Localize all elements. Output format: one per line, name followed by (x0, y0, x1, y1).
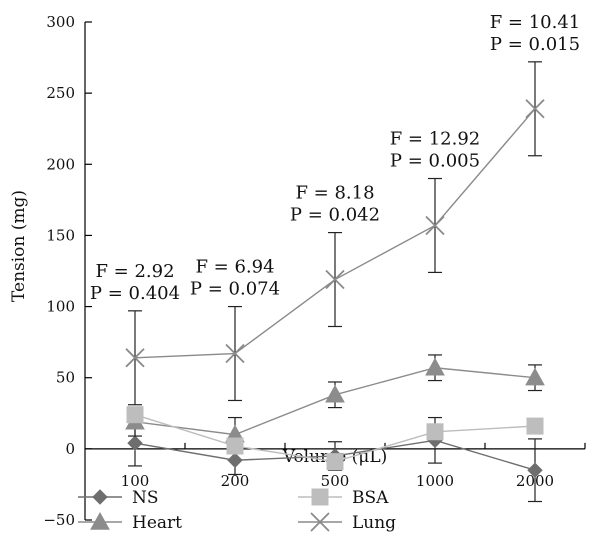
legend-item-ns: NS (78, 488, 159, 508)
y-tick-label: 50 (56, 369, 75, 387)
legend-label: Lung (352, 513, 396, 533)
data-point-diamond (527, 462, 543, 478)
y-tick-label: −50 (43, 511, 75, 529)
data-point-square (326, 453, 344, 471)
legend-item-lung: Lung (298, 512, 396, 533)
stat-annotation: F = 8.18P = 0.042 (290, 183, 380, 226)
x-tick-label: 100 (121, 472, 150, 490)
legend: NS Heart BSA Lung (78, 488, 396, 533)
data-point-x (325, 269, 345, 290)
legend-marker (311, 488, 329, 506)
data-point-diamond (227, 452, 243, 468)
p-value-label: P = 0.015 (490, 34, 580, 55)
x-tick-label: 1000 (416, 472, 454, 490)
y-tick-label: 100 (46, 298, 75, 316)
legend-item-heart: Heart (78, 511, 182, 533)
data-point-square (526, 417, 544, 435)
y-tick-label: 200 (46, 155, 75, 173)
y-tick-label: 300 (46, 13, 75, 31)
data-point-square (226, 437, 244, 455)
legend-marker (90, 511, 110, 530)
stat-annotation: F = 10.41P = 0.015 (490, 12, 581, 55)
series-bsa (126, 406, 544, 471)
legend-label: NS (132, 488, 159, 508)
stat-annotation: F = 12.92P = 0.005 (390, 129, 481, 172)
series-heart (125, 354, 545, 453)
x-tick-label: 200 (221, 472, 250, 490)
data-point-x (125, 348, 145, 368)
stat-annotation: F = 2.92P = 0.404 (90, 261, 180, 304)
f-statistic-label: F = 12.92 (390, 129, 481, 150)
data-point-triangle (425, 357, 445, 376)
p-value-label: P = 0.404 (90, 283, 180, 304)
y-axis-title: Tension (mg) (9, 190, 29, 302)
legend-label: BSA (352, 488, 389, 508)
data-point-x (225, 343, 245, 364)
data-point-x (525, 99, 545, 119)
data-point-triangle (325, 384, 345, 403)
legend-item-bsa: BSA (298, 488, 389, 508)
data-point-x (425, 215, 445, 236)
y-tick-label: 250 (46, 84, 75, 102)
p-value-label: P = 0.042 (290, 205, 380, 226)
data-point-square (126, 406, 144, 424)
series-lung (125, 61, 545, 406)
f-statistic-label: F = 2.92 (95, 261, 174, 282)
data-point-triangle (525, 367, 545, 386)
y-tick-label: 150 (46, 226, 75, 244)
f-statistic-label: F = 10.41 (490, 12, 581, 33)
f-statistic-label: F = 8.18 (295, 183, 374, 204)
p-value-label: P = 0.005 (390, 151, 480, 172)
data-point-square (426, 423, 444, 441)
y-tick-label: 0 (65, 440, 75, 458)
legend-marker (92, 489, 108, 505)
series-layer (125, 61, 545, 503)
legend-marker (310, 512, 330, 532)
p-value-label: P = 0.074 (190, 279, 280, 300)
x-tick-label: 500 (321, 472, 350, 490)
stat-annotation: F = 6.94P = 0.074 (190, 257, 280, 300)
legend-label: Heart (132, 513, 182, 533)
f-statistic-label: F = 6.94 (195, 257, 274, 278)
data-point-diamond (127, 435, 143, 451)
